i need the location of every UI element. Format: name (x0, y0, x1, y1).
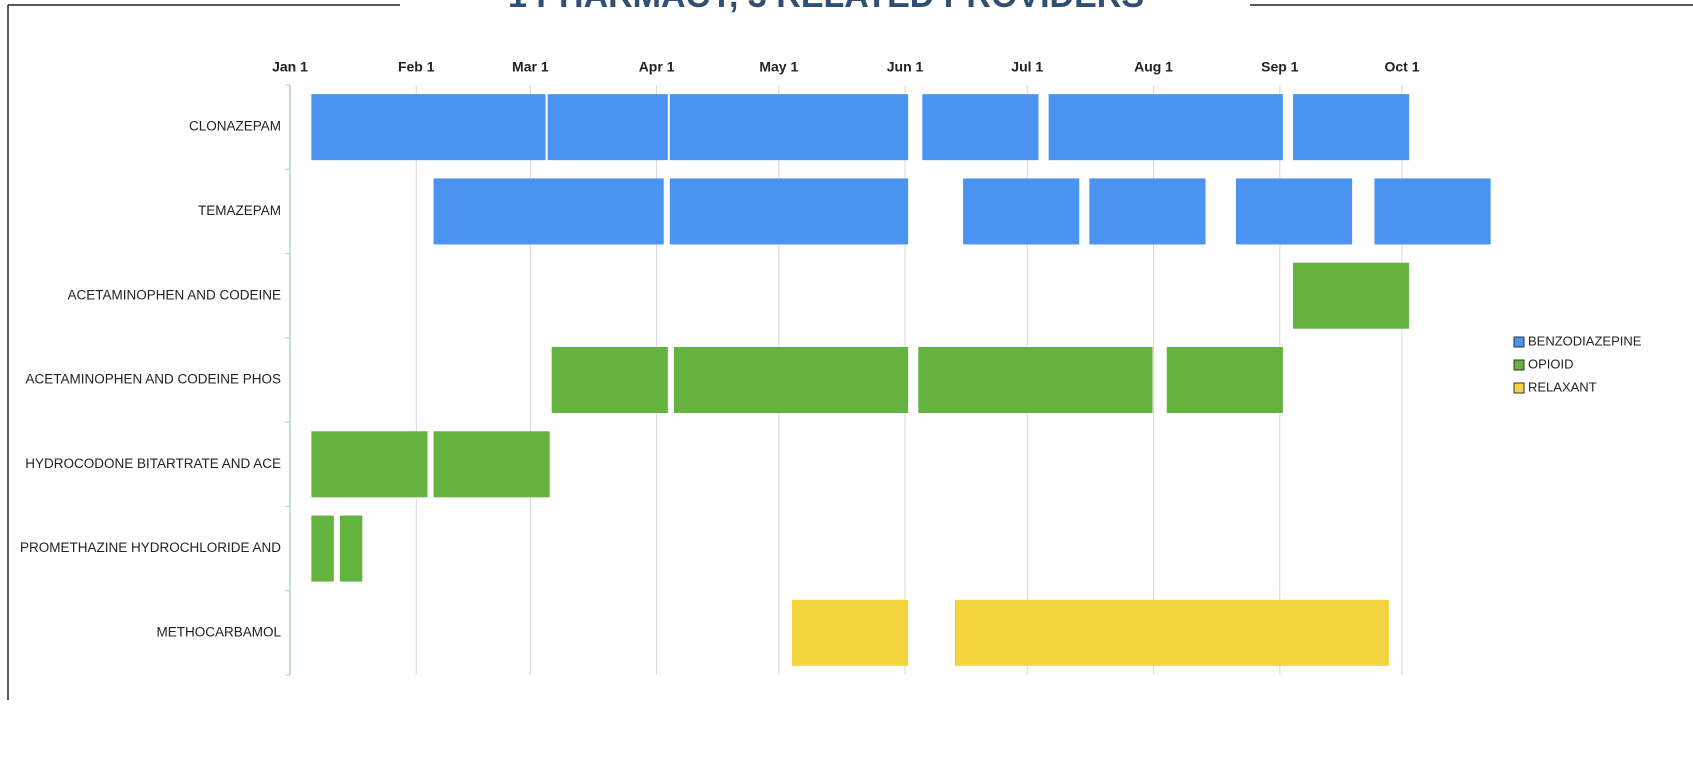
bar (673, 347, 909, 413)
bar (1293, 94, 1410, 161)
legend-swatch (1513, 359, 1525, 371)
x-tick-label: Jan 1 (272, 59, 308, 75)
x-tick-label: Sep 1 (1261, 59, 1299, 75)
bar (551, 347, 668, 413)
bar (311, 515, 334, 582)
bar (963, 178, 1080, 245)
bar (1374, 178, 1491, 245)
x-tick-label: Aug 1 (1134, 59, 1173, 75)
bar (547, 94, 668, 161)
x-tick-label: Oct 1 (1384, 59, 1419, 75)
row-label: CLONAZEPAM (189, 119, 281, 134)
bar (918, 347, 1153, 413)
legend-swatch (1513, 336, 1525, 348)
bar (669, 94, 909, 161)
legend-label: BENZODIAZEPINE (1528, 333, 1642, 348)
bar (792, 599, 909, 666)
bar (922, 94, 1039, 161)
bar (954, 599, 1389, 666)
bar (339, 515, 363, 582)
bar (311, 94, 546, 161)
bar (1293, 262, 1410, 329)
legend-label: RELAXANT (1528, 379, 1597, 394)
row-label: TEMAZEPAM (198, 203, 281, 218)
row-label: PROMETHAZINE HYDROCHLORIDE AND (20, 540, 281, 555)
x-tick-label: Apr 1 (639, 59, 675, 75)
bar (433, 431, 550, 498)
row-label: METHOCARBAMOL (156, 624, 281, 639)
row-label: ACETAMINOPHEN AND CODEINE PHOS (25, 372, 281, 387)
x-tick-label: May 1 (759, 59, 798, 75)
row-label: ACETAMINOPHEN AND CODEINE (67, 287, 281, 302)
bar (1166, 347, 1283, 413)
row-label: HYDROCODONE BITARTRATE AND ACE (25, 456, 281, 471)
x-tick-label: Feb 1 (398, 59, 435, 75)
bar (669, 178, 909, 245)
chart-title: 1 PHARMACY, 3 RELATED PROVIDERS (508, 0, 1144, 15)
bar (1089, 178, 1206, 245)
bar (1048, 94, 1283, 161)
legend-swatch (1513, 382, 1525, 394)
x-tick-label: Jun 1 (887, 59, 924, 75)
bar (311, 431, 428, 498)
legend-label: OPIOID (1528, 356, 1574, 371)
x-tick-label: Mar 1 (512, 59, 549, 75)
x-tick-label: Jul 1 (1011, 59, 1043, 75)
bar (1235, 178, 1353, 245)
bar (433, 178, 664, 245)
